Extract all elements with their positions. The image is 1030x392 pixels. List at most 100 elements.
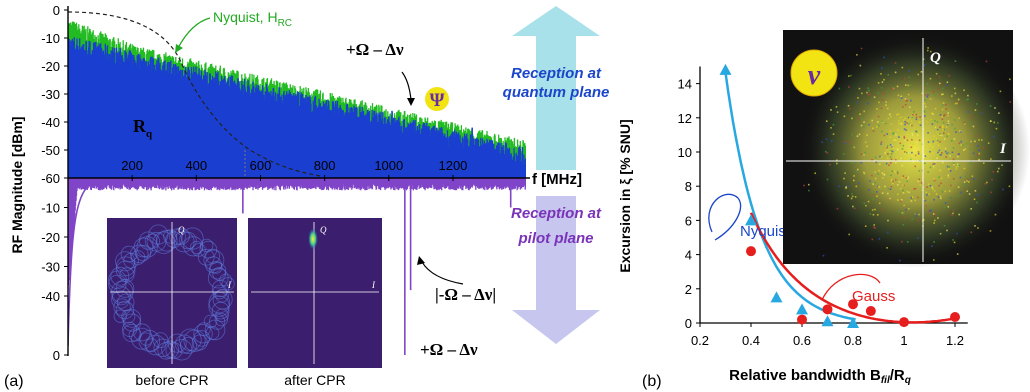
cloud-sample	[889, 156, 892, 158]
cloud-sample	[880, 143, 882, 145]
reception-quantum-line1: Reception at	[511, 65, 602, 82]
cloud-sample	[919, 184, 922, 186]
ring-sample	[211, 301, 230, 320]
cloud-sample	[867, 102, 869, 105]
cloud-sample	[863, 172, 866, 175]
cloud-sample	[921, 190, 924, 193]
cloud-sample	[976, 153, 978, 156]
cloud-sample	[900, 97, 903, 99]
reception-quantum-line2: quantum plane	[503, 84, 610, 101]
cloud-sample	[919, 124, 922, 127]
cloud-sample	[844, 140, 847, 143]
inset-i-label: I	[371, 280, 376, 290]
cloud-sample	[895, 139, 897, 142]
cloud-sample	[909, 160, 911, 163]
cloud-sample	[948, 166, 951, 168]
cloud-sample	[899, 187, 902, 190]
cloud-sample	[879, 155, 881, 158]
cloud-sample	[911, 115, 913, 118]
cloud-sample	[908, 208, 910, 210]
cloud-sample	[878, 238, 881, 240]
cloud-sample	[829, 163, 831, 166]
cloud-sample	[952, 212, 954, 215]
cloud-sample	[871, 174, 873, 177]
ring-sample	[211, 279, 229, 298]
nyquist-series-callout	[708, 193, 742, 241]
cloud-sample	[938, 184, 940, 187]
cloud-sample	[895, 178, 897, 181]
cloud-sample	[932, 151, 935, 154]
cloud-sample	[877, 173, 879, 175]
cloud-sample	[892, 147, 895, 149]
cloud-sample	[905, 129, 907, 131]
cloud-sample	[902, 192, 905, 194]
cloud-sample	[931, 245, 933, 247]
cloud-sample	[880, 87, 883, 89]
cloud-sample	[906, 178, 909, 180]
cloud-sample	[835, 106, 838, 108]
cloud-sample	[883, 78, 885, 81]
cloud-sample	[972, 178, 975, 180]
cloud-sample	[857, 97, 859, 99]
cloud-sample	[918, 139, 921, 142]
cloud-sample	[915, 113, 918, 116]
b-x-tick-label: 1	[900, 333, 907, 348]
cloud-sample	[948, 168, 950, 171]
ring-sample	[110, 266, 130, 286]
cloud-sample	[878, 169, 880, 172]
pilot-spectrum	[68, 178, 526, 291]
cloud-sample	[942, 102, 945, 104]
cloud-sample	[927, 171, 929, 174]
cloud-sample	[845, 186, 848, 188]
cloud-sample	[958, 213, 960, 216]
cloud-sample	[931, 123, 934, 125]
cloud-sample	[973, 198, 976, 201]
ring-sample	[179, 231, 197, 250]
x-tick-label: 1200	[438, 158, 467, 173]
cloud-sample	[954, 127, 956, 130]
cloud-sample	[822, 254, 825, 257]
nyquist-marker	[796, 303, 808, 315]
cloud-sample	[987, 142, 990, 144]
cloud-sample	[990, 191, 992, 194]
cloud-sample	[893, 170, 896, 172]
cloud-sample	[873, 224, 876, 226]
cloud-sample	[902, 119, 905, 121]
cloud-sample	[878, 186, 881, 188]
cloud-sample	[924, 115, 926, 117]
cloud-sample	[844, 172, 846, 174]
ring-sample	[199, 240, 218, 259]
gauss-marker	[865, 306, 876, 317]
cloud-sample	[932, 259, 935, 261]
cloud-sample	[957, 155, 959, 158]
cloud-sample	[955, 168, 958, 170]
cloud-sample	[848, 86, 850, 88]
cloud-sample	[852, 179, 855, 182]
cloud-sample	[929, 50, 932, 53]
cloud-sample	[860, 161, 863, 164]
cloud-sample	[890, 150, 892, 152]
cloud-sample	[971, 175, 974, 178]
cloud-sample	[851, 117, 853, 120]
cloud-sample	[925, 205, 928, 207]
x-tick-label: 400	[185, 158, 207, 173]
cloud-sample	[873, 96, 876, 98]
cloud-sample	[907, 119, 909, 122]
cloud-sample	[917, 219, 920, 222]
cloud-sample	[850, 197, 853, 200]
cloud-sample	[881, 130, 883, 133]
cloud-sample	[847, 104, 850, 107]
cloud-sample	[886, 192, 889, 195]
cloud-sample	[923, 109, 925, 112]
cloud-sample	[886, 107, 889, 110]
cloud-sample	[911, 116, 913, 119]
cloud-sample	[894, 159, 897, 161]
cloud-sample	[914, 187, 917, 190]
cloud-sample	[905, 208, 907, 211]
cloud-sample	[853, 175, 855, 177]
cloud-sample	[881, 99, 884, 101]
cloud-sample	[892, 180, 894, 183]
cloud-sample	[940, 182, 942, 185]
cloud-sample	[924, 105, 927, 108]
